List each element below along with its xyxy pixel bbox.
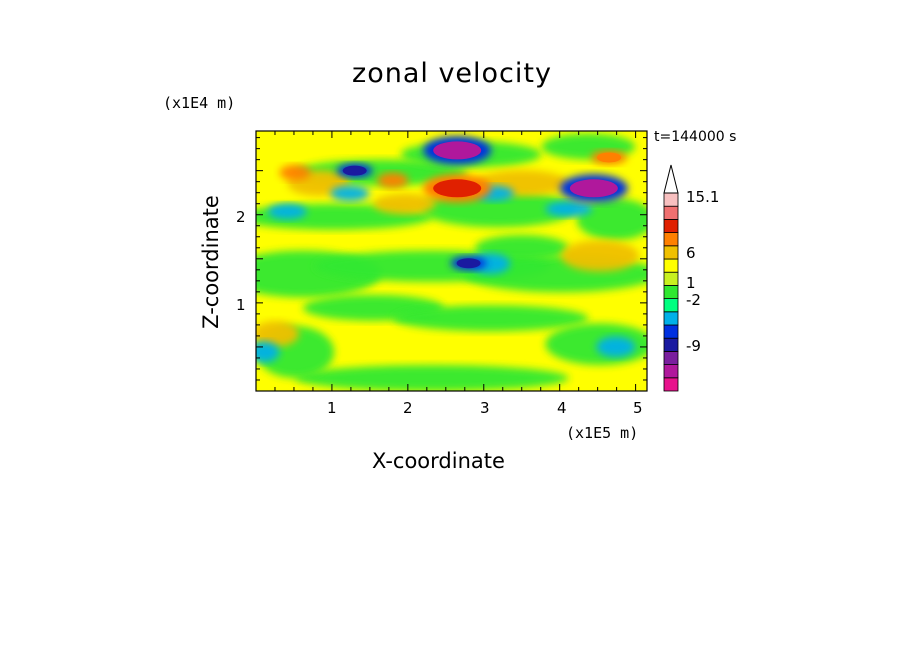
colorbar-bin (663, 377, 679, 392)
colorbar-label: 6 (686, 244, 696, 262)
axis-ticks (256, 131, 647, 391)
y-unit-label: (x1E4 m) (163, 94, 236, 112)
field-blob (279, 164, 311, 181)
x-tick-label: 2 (403, 399, 413, 417)
colorbar-bin (663, 232, 679, 247)
colorbar-bin (663, 311, 679, 326)
colorbar-bin (663, 337, 679, 352)
field-blob (256, 341, 280, 363)
colorbar-bin (663, 324, 679, 339)
colorbar-bin (663, 271, 679, 286)
field-blob (330, 185, 370, 202)
field-blob (377, 172, 409, 189)
y-tick-label: 1 (236, 296, 246, 314)
feature-core (569, 179, 618, 198)
plot-frame (255, 130, 648, 392)
field-blob (295, 365, 569, 391)
colorbar-bin (663, 245, 679, 260)
x-tick-label: 3 (480, 399, 490, 417)
field-blob (267, 203, 307, 220)
y-tick-label: 2 (236, 208, 246, 226)
colorbar (663, 164, 679, 392)
feature-core (597, 152, 622, 163)
colorbar-extend-arrow (663, 164, 679, 194)
time-label: t=144000 s (654, 129, 737, 145)
feature-core (342, 165, 367, 176)
feature-core (456, 258, 481, 269)
feature-core (433, 141, 482, 160)
colorbar-label: 1 (686, 274, 696, 292)
colorbar-bin (663, 218, 679, 233)
x-tick-label: 1 (327, 399, 337, 417)
field-blob (560, 240, 640, 272)
field-blob (373, 193, 436, 215)
field-blob (596, 336, 636, 358)
field-blob (392, 305, 589, 332)
field-blob (576, 198, 647, 241)
velocity-field (256, 131, 647, 391)
colorbar-label: -9 (686, 337, 701, 355)
colorbar-bin (663, 298, 679, 313)
colorbar-bin (663, 258, 679, 273)
x-unit-label: (x1E5 m) (566, 424, 639, 442)
field-blob (545, 201, 593, 217)
colorbar-bin (663, 284, 679, 299)
x-tick-label: 4 (557, 399, 567, 417)
colorbar-label: -2 (686, 291, 701, 309)
x-axis-label: X-coordinate (372, 449, 505, 473)
colorbar-bin (663, 192, 679, 207)
colorbar-bin (663, 350, 679, 365)
colorbar-bin (663, 205, 679, 220)
colorbar-label: 15.1 (686, 188, 720, 206)
x-tick-label: 5 (633, 399, 643, 417)
feature-core (433, 179, 482, 198)
colorbar-bin (663, 364, 679, 379)
chart-title: zonal velocity (352, 58, 552, 89)
field-blob (256, 320, 300, 347)
